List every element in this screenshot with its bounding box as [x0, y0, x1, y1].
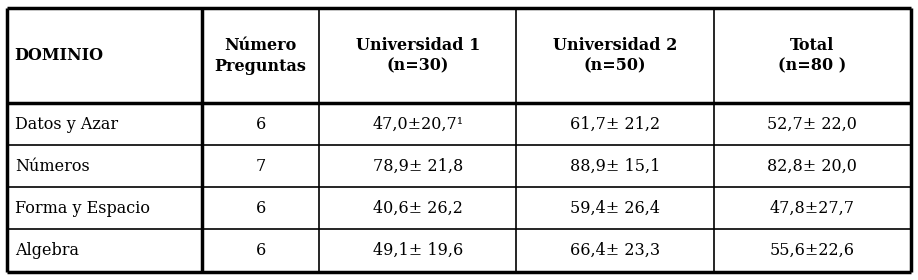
- Text: 40,6± 26,2: 40,6± 26,2: [373, 200, 463, 217]
- Text: Universidad 2
(n=50): Universidad 2 (n=50): [553, 37, 677, 75]
- Text: 6: 6: [255, 242, 265, 259]
- Text: 61,7± 21,2: 61,7± 21,2: [570, 116, 660, 133]
- Text: 52,7± 22,0: 52,7± 22,0: [767, 116, 857, 133]
- Text: Número
Preguntas: Número Preguntas: [215, 37, 307, 75]
- Text: 82,8± 20,0: 82,8± 20,0: [767, 158, 857, 175]
- Text: 59,4± 26,4: 59,4± 26,4: [570, 200, 660, 217]
- Text: DOMINIO: DOMINIO: [15, 47, 104, 64]
- Text: 49,1± 19,6: 49,1± 19,6: [373, 242, 463, 259]
- Text: 55,6±22,6: 55,6±22,6: [769, 242, 855, 259]
- Text: 7: 7: [255, 158, 265, 175]
- Text: Algebra: Algebra: [15, 242, 79, 259]
- Text: 47,8±27,7: 47,8±27,7: [769, 200, 855, 217]
- Text: 6: 6: [255, 200, 265, 217]
- Text: Números: Números: [15, 158, 89, 175]
- Text: Forma y Espacio: Forma y Espacio: [15, 200, 150, 217]
- Text: 78,9± 21,8: 78,9± 21,8: [373, 158, 463, 175]
- Text: Datos y Azar: Datos y Azar: [15, 116, 118, 133]
- Text: 66,4± 23,3: 66,4± 23,3: [570, 242, 660, 259]
- Text: Universidad 1
(n=30): Universidad 1 (n=30): [355, 37, 480, 75]
- Text: 47,0±20,7¹: 47,0±20,7¹: [373, 116, 464, 133]
- Text: 88,9± 15,1: 88,9± 15,1: [570, 158, 660, 175]
- Text: 6: 6: [255, 116, 265, 133]
- Text: Total
(n=80 ): Total (n=80 ): [778, 37, 846, 75]
